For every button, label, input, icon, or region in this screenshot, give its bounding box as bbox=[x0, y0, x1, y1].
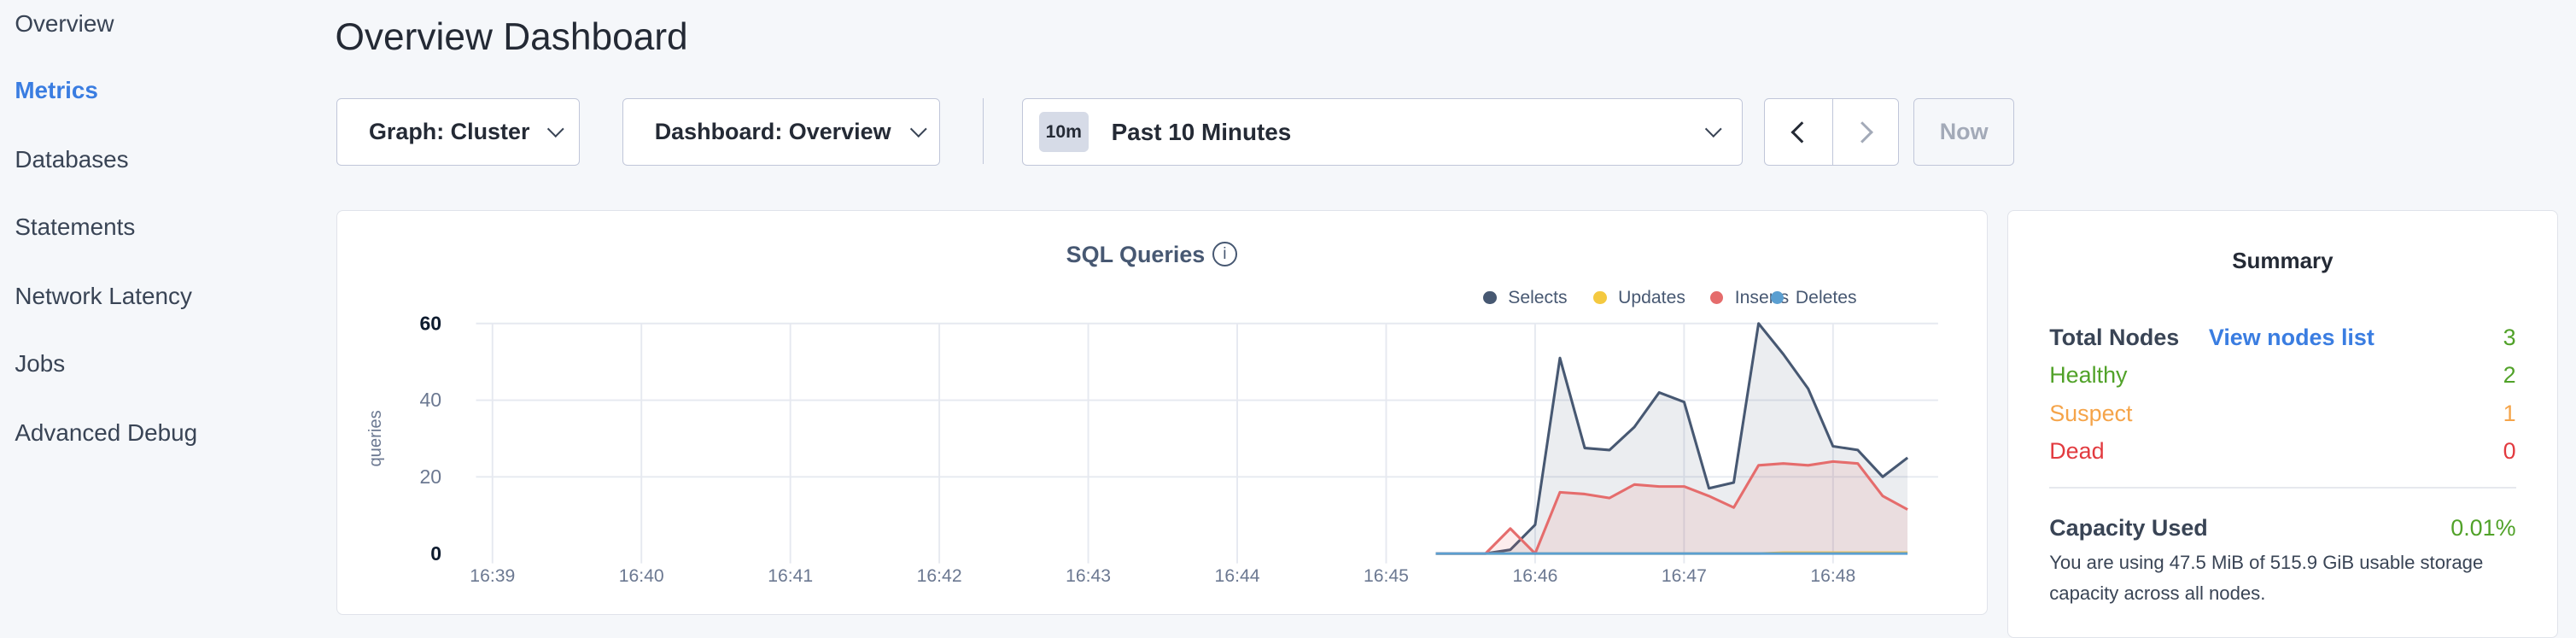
healthy-value: 2 bbox=[2503, 362, 2516, 389]
sql-queries-chart: 0 20 40 60 16:39 16:40 16:41 16:42 16:43 16:44 16:… bbox=[336, 210, 1988, 614]
dashboard-select-label: Dashboard: Overview bbox=[655, 119, 891, 145]
x-tick-label: 16:39 bbox=[470, 566, 516, 586]
chevron-down-icon bbox=[910, 120, 926, 137]
next-button[interactable] bbox=[1833, 99, 1898, 165]
x-tick-label: 16:47 bbox=[1662, 566, 1707, 586]
capacity-text-1: You are using 47.5 MiB of 515.9 GiB usab… bbox=[2049, 552, 2483, 574]
sidebar-item-advanced-debug[interactable]: Advanced Debug bbox=[15, 419, 197, 447]
time-range-label: Past 10 Minutes bbox=[1112, 119, 1292, 146]
chevron-left-icon bbox=[1791, 121, 1814, 143]
x-tick-label: 16:40 bbox=[619, 566, 664, 586]
x-tick-label: 16:44 bbox=[1215, 566, 1260, 586]
x-tick-label: 16:45 bbox=[1364, 566, 1409, 586]
dead-label: Dead bbox=[2049, 438, 2104, 465]
y-tick-label: 60 bbox=[420, 313, 442, 335]
capacity-value: 0.01% bbox=[2450, 515, 2515, 541]
chevron-down-icon bbox=[1705, 120, 1721, 137]
x-tick-label: 16:41 bbox=[768, 566, 814, 586]
x-tick-label: 16:43 bbox=[1066, 566, 1112, 586]
healthy-label: Healthy bbox=[2049, 362, 2127, 389]
dead-value: 0 bbox=[2503, 438, 2516, 465]
suspect-label: Suspect bbox=[2049, 401, 2132, 427]
capacity-text-2: capacity across all nodes. bbox=[2049, 582, 2265, 605]
x-tick-label: 16:48 bbox=[1811, 566, 1856, 586]
sidebar-item-metrics[interactable]: Metrics bbox=[15, 77, 98, 104]
now-button[interactable]: Now bbox=[1913, 98, 2013, 166]
y-tick-label: 40 bbox=[420, 389, 442, 412]
x-tick-label: 16:46 bbox=[1513, 566, 1558, 586]
total-nodes-label: Total Nodes bbox=[2049, 325, 2179, 351]
sidebar-item-overview[interactable]: Overview bbox=[15, 10, 114, 38]
capacity-label: Capacity Used bbox=[2049, 515, 2208, 541]
suspect-value: 1 bbox=[2503, 401, 2516, 427]
graph-select-label: Graph: Cluster bbox=[369, 119, 529, 145]
page-title: Overview Dashboard bbox=[335, 16, 687, 59]
graph-select[interactable]: Graph: Cluster bbox=[336, 98, 580, 166]
summary-title: Summary bbox=[2008, 248, 2557, 274]
x-tick-label: 16:42 bbox=[917, 566, 962, 586]
previous-button[interactable] bbox=[1765, 99, 1833, 165]
dashboard-select[interactable]: Dashboard: Overview bbox=[622, 98, 939, 166]
sidebar-item-databases[interactable]: Databases bbox=[15, 146, 128, 173]
time-range-select[interactable]: 10m Past 10 Minutes bbox=[1022, 98, 1744, 166]
view-nodes-list-link[interactable]: View nodes list bbox=[2209, 325, 2374, 351]
sidebar-item-statements[interactable]: Statements bbox=[15, 214, 135, 241]
summary-divider bbox=[2049, 487, 2515, 489]
y-axis-label: queries bbox=[366, 411, 385, 467]
summary-card: Summary Total Nodes View nodes list 3 He… bbox=[2007, 210, 2558, 637]
time-nav bbox=[1764, 98, 1899, 166]
total-nodes-value: 3 bbox=[2503, 325, 2516, 351]
chevron-down-icon bbox=[547, 120, 564, 137]
sidebar-item-jobs[interactable]: Jobs bbox=[15, 350, 65, 378]
chevron-right-icon bbox=[1851, 121, 1873, 143]
sidebar-item-network-latency[interactable]: Network Latency bbox=[15, 283, 192, 310]
time-badge: 10m bbox=[1039, 112, 1089, 152]
y-tick-label: 0 bbox=[431, 542, 442, 565]
toolbar-divider bbox=[983, 98, 984, 164]
y-tick-label: 20 bbox=[420, 465, 442, 488]
